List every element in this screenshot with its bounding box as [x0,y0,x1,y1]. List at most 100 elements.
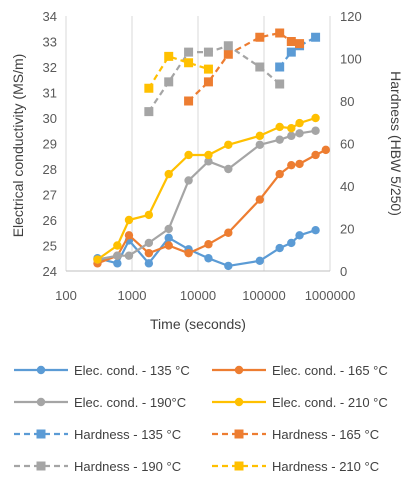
left-y-tick-label: 33 [43,35,57,50]
data-point [255,140,265,149]
legend-swatch-marker [36,397,46,407]
data-point [224,164,233,174]
series-5 [275,32,321,72]
data-point [255,195,265,204]
legend-label: Hardness - 165 °C [272,427,379,442]
left-y-tick-label: 28 [43,162,57,177]
legend-item: Hardness - 210 °C [212,459,379,474]
series-8 [144,51,213,93]
left-y-tick-label: 26 [43,213,57,228]
legend-item: Hardness - 190 °C [14,459,181,474]
data-point [144,259,154,268]
right-y-tick-label: 100 [340,52,362,67]
legend-item: Elec. cond. - 165 °C [212,363,388,378]
left-y-tick-label: 27 [43,188,57,203]
data-point [255,131,265,141]
data-point [144,83,154,93]
right-y-tick-label: 20 [340,222,354,237]
data-point [113,241,122,250]
right-y-tick-label: 80 [340,94,354,109]
gridlines [65,16,331,271]
data-point [113,251,122,260]
left-y-tick-label: 34 [43,9,57,24]
right-y-tick-label: 40 [340,179,354,194]
data-point [275,169,284,179]
legend-label: Elec. cond. - 190°C [74,395,186,410]
data-point [164,241,173,250]
legend-swatch-marker [234,397,244,407]
data-point [275,62,285,72]
legend-swatch-marker [234,461,244,471]
data-point [224,261,233,271]
data-point [184,47,194,57]
data-point [224,228,233,237]
data-point [144,107,154,117]
data-point [311,126,320,135]
tick-labels: 100 1000 10000 100000 1000000242526272829303… [43,9,362,303]
legend-item: Hardness - 135 °C [14,427,181,442]
data-point [124,231,134,240]
series-line [147,55,209,89]
data-point [287,131,296,141]
data-point [184,58,194,68]
data-point [184,96,194,106]
data-point [223,49,233,59]
data-point [255,62,265,72]
data-point [255,32,265,42]
series-4 [93,113,320,264]
left-y-tick-label: 25 [43,239,57,254]
data-point [184,248,193,258]
left-y-tick-label: 29 [43,137,57,152]
data-point [124,215,134,225]
data-point [255,256,265,265]
data-point [144,210,154,220]
legend-item: Elec. cond. - 190°C [14,395,186,410]
data-point [204,157,213,166]
data-point [311,32,321,42]
data-point [295,39,305,49]
left-y-tick-label: 32 [43,60,57,75]
legend-label: Elec. cond. - 135 °C [74,363,190,378]
data-point [295,118,304,128]
legend-label: Elec. cond. - 210 °C [272,395,388,410]
left-y-tick-label: 24 [43,264,57,279]
right-y-tick-label: 60 [340,137,354,152]
legend-label: Elec. cond. - 165 °C [272,363,388,378]
data-point [184,150,193,160]
legend-item: Elec. cond. - 135 °C [14,363,190,378]
legend-item: Hardness - 165 °C [212,427,379,442]
series-6 [184,28,305,106]
data-point [275,122,284,132]
left-y-axis-title: Electrical conductivity (MS/m) [10,54,26,238]
legend-item: Elec. cond. - 210 °C [212,395,388,410]
legend-swatch-marker [36,365,46,375]
data-point [287,124,296,133]
legend-label: Hardness - 190 °C [74,459,181,474]
legend-swatch-marker [36,429,46,439]
data-point [311,226,320,235]
series-3 [93,126,320,264]
legend: Elec. cond. - 135 °C Elec. cond. - 165 °C… [14,363,388,474]
data-point [204,150,213,160]
data-point [164,51,174,61]
data-point [204,254,213,263]
data-point [287,238,296,248]
data-point [287,160,296,170]
right-y-tick-label: 0 [340,264,347,279]
data-point [321,145,331,155]
data-point [203,77,213,87]
right-y-tick-label: 120 [340,9,362,24]
data-point [144,238,154,248]
data-point [164,77,174,87]
legend-label: Hardness - 210 °C [272,459,379,474]
x-axis-title: Time (seconds) [150,316,246,332]
data-point [286,37,296,46]
legend-label: Hardness - 135 °C [74,427,181,442]
data-point [311,150,320,160]
data-point [164,169,173,179]
data-point [113,259,122,268]
left-y-tick-label: 31 [43,86,57,101]
data-point [286,47,296,57]
data-point [184,176,193,185]
